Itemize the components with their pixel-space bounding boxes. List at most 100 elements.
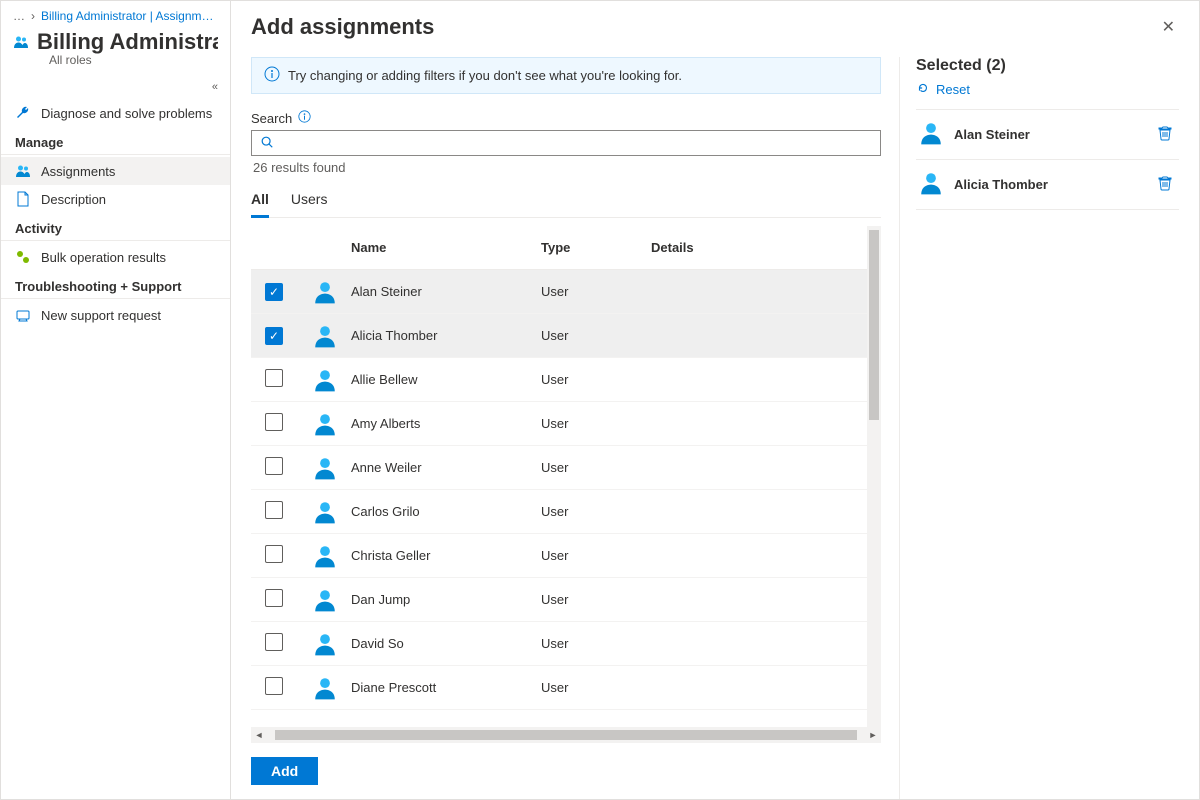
row-checkbox[interactable]: [265, 589, 283, 607]
nav-bulk[interactable]: Bulk operation results: [1, 243, 230, 271]
selected-item[interactable]: Alicia Thomber: [916, 159, 1179, 210]
nav-label: Assignments: [41, 164, 115, 179]
row-checkbox[interactable]: [265, 413, 283, 431]
selected-name: Alan Steiner: [954, 127, 1147, 142]
horizontal-scrollbar[interactable]: ◄ ►: [251, 727, 881, 743]
row-checkbox[interactable]: [265, 545, 283, 563]
table-row[interactable]: Christa GellerUser: [251, 534, 881, 578]
user-avatar-icon: [299, 411, 351, 437]
row-name: Christa Geller: [351, 548, 541, 563]
close-button[interactable]: ✕: [1158, 13, 1179, 41]
row-checkbox[interactable]: [265, 501, 283, 519]
row-name: Alan Steiner: [351, 284, 541, 299]
row-checkbox[interactable]: [265, 633, 283, 651]
results-count: 26 results found: [251, 156, 881, 187]
tab-all[interactable]: All: [251, 187, 269, 218]
collapse-sidebar-button[interactable]: «: [1, 77, 230, 99]
user-avatar-icon: [299, 367, 351, 393]
row-name: Alicia Thomber: [351, 328, 541, 343]
nav-section-manage: Manage: [1, 127, 230, 155]
page-subtitle: All roles: [1, 53, 230, 77]
info-text: Try changing or adding filters if you do…: [288, 68, 682, 83]
selected-name: Alicia Thomber: [954, 177, 1147, 192]
row-type: User: [541, 548, 651, 563]
nav-assignments[interactable]: Assignments: [1, 157, 230, 185]
info-icon[interactable]: [298, 110, 311, 126]
user-avatar-icon: [299, 543, 351, 569]
table-row[interactable]: Diane PrescottUser: [251, 666, 881, 710]
selected-title: Selected (2): [916, 57, 1179, 81]
row-checkbox[interactable]: ✓: [265, 283, 283, 301]
search-box[interactable]: [251, 130, 881, 156]
table-row[interactable]: ✓ Alicia ThomberUser: [251, 314, 881, 358]
nav-label: New support request: [41, 308, 161, 323]
col-details[interactable]: Details: [651, 240, 881, 255]
search-icon: [260, 135, 274, 152]
row-type: User: [541, 680, 651, 695]
remove-selected-button[interactable]: [1157, 175, 1173, 194]
nav-label: Diagnose and solve problems: [41, 106, 212, 121]
row-name: Amy Alberts: [351, 416, 541, 431]
info-bar: Try changing or adding filters if you do…: [251, 57, 881, 94]
table-body: ✓Alan SteinerUser✓Alicia ThomberUserAlli…: [251, 270, 881, 727]
nav-description[interactable]: Description: [1, 185, 230, 213]
nav-section-activity: Activity: [1, 213, 230, 241]
tab-users[interactable]: Users: [291, 187, 328, 217]
row-name: Diane Prescott: [351, 680, 541, 695]
user-avatar-icon: [918, 120, 944, 149]
bulk-icon: [15, 249, 31, 265]
table-row[interactable]: ✓ Alan SteinerUser: [251, 270, 881, 314]
search-label: Search: [251, 111, 292, 126]
nav-diagnose[interactable]: Diagnose and solve problems: [1, 99, 230, 127]
row-type: User: [541, 504, 651, 519]
row-type: User: [541, 592, 651, 607]
breadcrumb-link[interactable]: Billing Administrator | Assignments: [41, 9, 218, 23]
selected-item[interactable]: Alan Steiner: [916, 109, 1179, 160]
nav-label: Bulk operation results: [41, 250, 166, 265]
table-row[interactable]: Dan JumpUser: [251, 578, 881, 622]
col-name[interactable]: Name: [351, 240, 541, 255]
user-avatar-icon: [299, 279, 351, 305]
table-row[interactable]: Allie BellewUser: [251, 358, 881, 402]
row-type: User: [541, 416, 651, 431]
breadcrumb-ellipsis[interactable]: …: [13, 9, 25, 23]
add-assignments-panel: Add assignments ✕ Try changing or adding…: [231, 1, 1199, 799]
row-type: User: [541, 284, 651, 299]
row-checkbox[interactable]: ✓: [265, 327, 283, 345]
document-icon: [15, 191, 31, 207]
row-checkbox[interactable]: [265, 677, 283, 695]
table-row[interactable]: David SoUser: [251, 622, 881, 666]
row-name: Carlos Grilo: [351, 504, 541, 519]
col-type[interactable]: Type: [541, 240, 651, 255]
remove-selected-button[interactable]: [1157, 125, 1173, 144]
table-row[interactable]: Amy AlbertsUser: [251, 402, 881, 446]
table-row[interactable]: Carlos GriloUser: [251, 490, 881, 534]
panel-title: Add assignments: [251, 14, 434, 40]
user-avatar-icon: [299, 455, 351, 481]
row-type: User: [541, 372, 651, 387]
row-type: User: [541, 460, 651, 475]
reset-icon: [916, 81, 930, 98]
breadcrumb: … › Billing Administrator | Assignments: [1, 5, 230, 25]
nav-support[interactable]: New support request: [1, 301, 230, 329]
add-button[interactable]: Add: [251, 757, 318, 785]
user-avatar-icon: [918, 170, 944, 199]
user-avatar-icon: [299, 323, 351, 349]
reset-label: Reset: [936, 82, 970, 97]
table-row[interactable]: Anne WeilerUser: [251, 446, 881, 490]
search-input[interactable]: [274, 136, 872, 151]
info-icon: [264, 66, 280, 85]
reset-button[interactable]: Reset: [916, 81, 1179, 110]
page-title: Billing Administrator: [37, 29, 218, 55]
row-checkbox[interactable]: [265, 457, 283, 475]
tabs: All Users: [251, 187, 881, 218]
nav-section-troubleshoot: Troubleshooting + Support: [1, 271, 230, 299]
table-header: Name Type Details: [251, 226, 881, 270]
users-icon: [15, 163, 31, 179]
support-icon: [15, 307, 31, 323]
vertical-scrollbar[interactable]: [867, 226, 881, 727]
row-checkbox[interactable]: [265, 369, 283, 387]
breadcrumb-sep: ›: [31, 9, 35, 23]
row-name: Dan Jump: [351, 592, 541, 607]
row-type: User: [541, 328, 651, 343]
